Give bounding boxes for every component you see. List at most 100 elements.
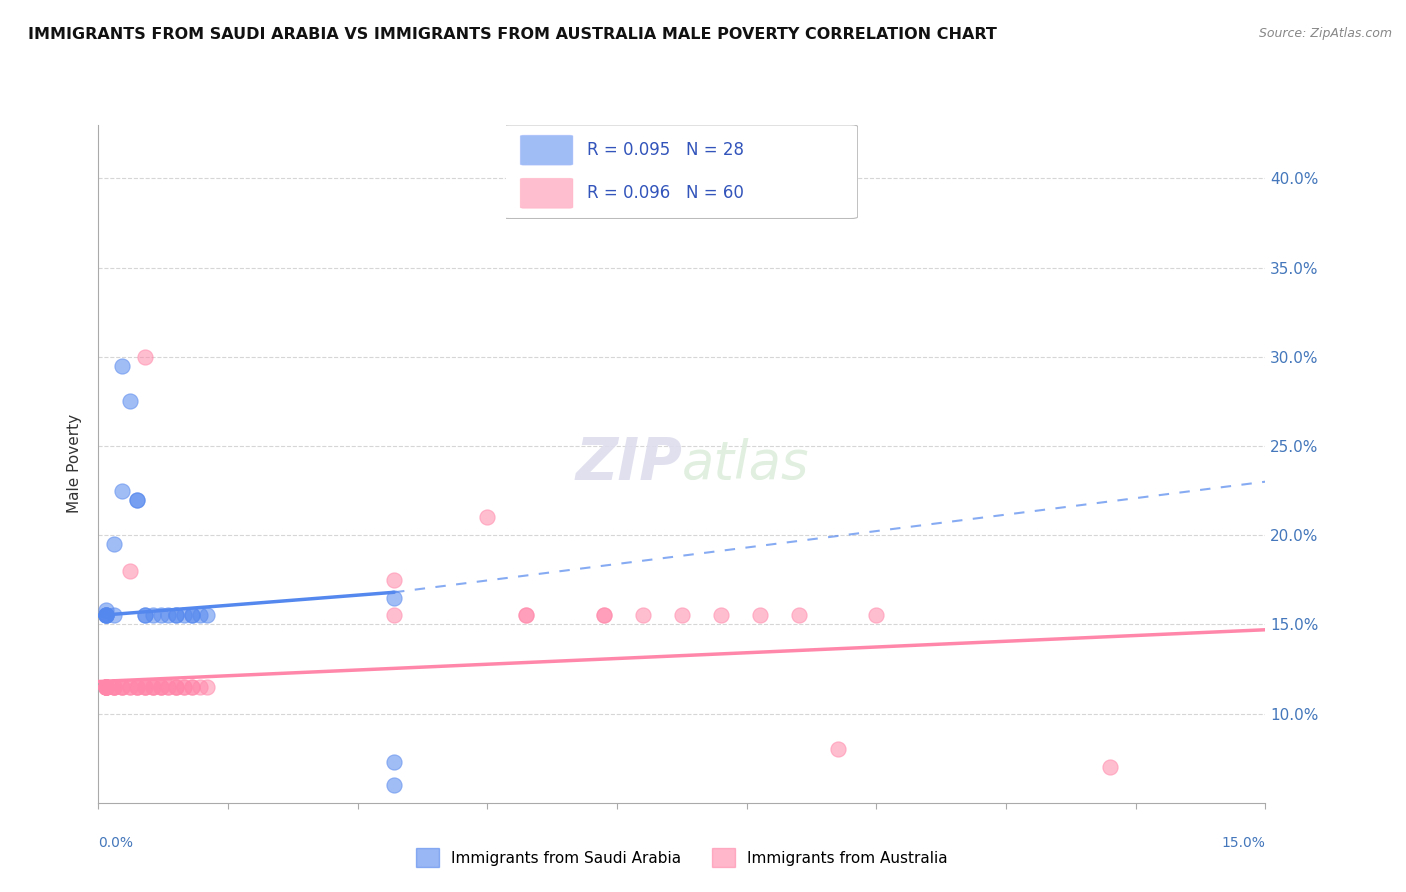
Point	[142, 680, 165, 694]
Legend: Immigrants from Saudi Arabia, Immigrants from Australia: Immigrants from Saudi Arabia, Immigrants…	[411, 842, 953, 873]
Point	[515, 608, 537, 623]
Point	[180, 608, 202, 623]
Point	[515, 608, 537, 623]
Point	[382, 778, 405, 792]
Point	[96, 680, 118, 694]
Point	[134, 350, 156, 364]
Text: Source: ZipAtlas.com: Source: ZipAtlas.com	[1258, 27, 1392, 40]
Text: 15.0%: 15.0%	[1222, 836, 1265, 850]
Point	[149, 680, 172, 694]
FancyBboxPatch shape	[503, 125, 858, 219]
Point	[134, 680, 156, 694]
Text: ZIP: ZIP	[575, 435, 682, 492]
Point	[157, 680, 180, 694]
Point	[382, 608, 405, 623]
Point	[103, 680, 125, 694]
Point	[165, 608, 187, 623]
Point	[593, 608, 616, 623]
Point	[157, 680, 180, 694]
Point	[165, 680, 187, 694]
Text: 0.0%: 0.0%	[98, 836, 134, 850]
Point	[165, 680, 187, 694]
Text: atlas: atlas	[682, 438, 810, 490]
Point	[134, 608, 156, 623]
Point	[103, 608, 125, 623]
Point	[173, 608, 195, 623]
Point	[195, 680, 218, 694]
Point	[96, 608, 118, 623]
Point	[671, 608, 693, 623]
Point	[96, 680, 118, 694]
Point	[1098, 760, 1121, 774]
Point	[127, 680, 149, 694]
Point	[787, 608, 810, 623]
Point	[127, 492, 149, 507]
Point	[103, 680, 125, 694]
Point	[103, 680, 125, 694]
Point	[195, 608, 218, 623]
Point	[96, 680, 118, 694]
Point	[103, 537, 125, 551]
Point	[382, 591, 405, 605]
Point	[173, 680, 195, 694]
Point	[382, 755, 405, 769]
Point	[710, 608, 733, 623]
Point	[96, 680, 118, 694]
Text: IMMIGRANTS FROM SAUDI ARABIA VS IMMIGRANTS FROM AUSTRALIA MALE POVERTY CORRELATI: IMMIGRANTS FROM SAUDI ARABIA VS IMMIGRAN…	[28, 27, 997, 42]
Point	[96, 680, 118, 694]
Point	[149, 680, 172, 694]
Point	[96, 680, 118, 694]
Point	[748, 608, 770, 623]
Point	[96, 608, 118, 623]
Point	[142, 680, 165, 694]
Point	[142, 680, 165, 694]
Point	[96, 608, 118, 623]
FancyBboxPatch shape	[520, 178, 574, 208]
Point	[188, 608, 211, 623]
Point	[134, 680, 156, 694]
Point	[865, 608, 887, 623]
Point	[142, 608, 165, 623]
Point	[127, 680, 149, 694]
Point	[96, 680, 118, 694]
Point	[111, 483, 134, 498]
Point	[165, 680, 187, 694]
Point	[180, 680, 202, 694]
Point	[127, 680, 149, 694]
Point	[118, 394, 141, 409]
FancyBboxPatch shape	[520, 136, 574, 165]
Point	[382, 573, 405, 587]
Point	[477, 510, 499, 524]
Point	[96, 603, 118, 617]
Point	[96, 680, 118, 694]
Y-axis label: Male Poverty: Male Poverty	[67, 414, 83, 514]
Point	[631, 608, 654, 623]
Point	[118, 680, 141, 694]
Text: R = 0.096   N = 60: R = 0.096 N = 60	[588, 185, 744, 202]
Point	[127, 492, 149, 507]
Point	[111, 680, 134, 694]
Point	[96, 608, 118, 623]
Point	[118, 680, 141, 694]
Point	[180, 680, 202, 694]
Text: R = 0.095   N = 28: R = 0.095 N = 28	[588, 141, 744, 159]
Point	[173, 680, 195, 694]
Point	[593, 608, 616, 623]
Point	[103, 680, 125, 694]
Point	[134, 608, 156, 623]
Point	[188, 680, 211, 694]
Point	[111, 359, 134, 373]
Point	[149, 608, 172, 623]
Point	[180, 608, 202, 623]
Point	[96, 680, 118, 694]
Point	[118, 564, 141, 578]
Point	[96, 680, 118, 694]
Point	[96, 608, 118, 623]
Point	[134, 680, 156, 694]
Point	[827, 742, 849, 756]
Point	[96, 680, 118, 694]
Point	[157, 608, 180, 623]
Point	[111, 680, 134, 694]
Point	[165, 608, 187, 623]
Point	[149, 680, 172, 694]
